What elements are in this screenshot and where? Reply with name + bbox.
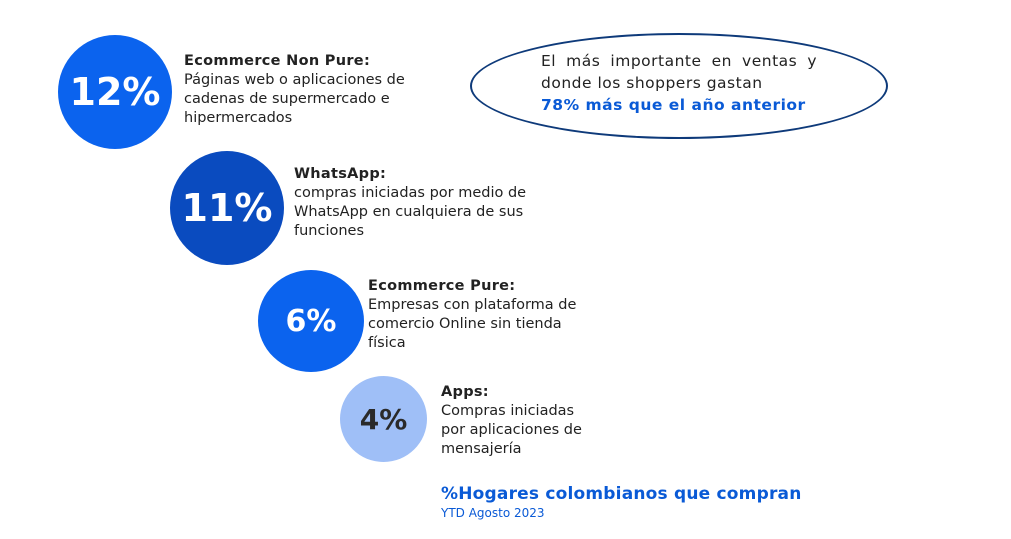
- circle-ecommerce-non-pure: 12%: [58, 35, 172, 149]
- title: Apps:: [441, 384, 489, 400]
- desc-ecommerce-pure: Ecommerce Pure: Empresas con plataforma d…: [368, 277, 593, 353]
- footer-title: %Hogares colombianos que compran: [441, 484, 802, 504]
- title: Ecommerce Pure:: [368, 278, 516, 294]
- circle-apps: 4%: [340, 376, 427, 462]
- title: WhatsApp:: [294, 166, 387, 182]
- callout-ellipse: [470, 33, 888, 139]
- callout-highlight: 78% más que el año anterior: [541, 96, 806, 114]
- text: Compras iniciadas por aplicaciones de me…: [441, 403, 582, 457]
- text: Empresas con plataforma de comercio Onli…: [368, 297, 577, 351]
- title: Ecommerce Non Pure:: [184, 53, 371, 69]
- text: compras iniciadas por medio de WhatsApp …: [294, 185, 527, 239]
- footer-subtitle: YTD Agosto 2023: [441, 506, 545, 520]
- callout-body: El más importante en ventas y donde los …: [541, 52, 817, 92]
- desc-apps: Apps: Compras iniciadas por aplicaciones …: [441, 383, 601, 459]
- circle-whatsapp: 11%: [170, 151, 284, 265]
- desc-ecommerce-non-pure: Ecommerce Non Pure: Páginas web o aplicac…: [184, 52, 424, 128]
- circle-ecommerce-pure: 6%: [258, 270, 364, 372]
- desc-whatsapp: WhatsApp: compras iniciadas por medio de …: [294, 165, 534, 241]
- callout-text: El más importante en ventas y donde los …: [541, 50, 817, 116]
- text: Páginas web o aplicaciones de cadenas de…: [184, 72, 405, 126]
